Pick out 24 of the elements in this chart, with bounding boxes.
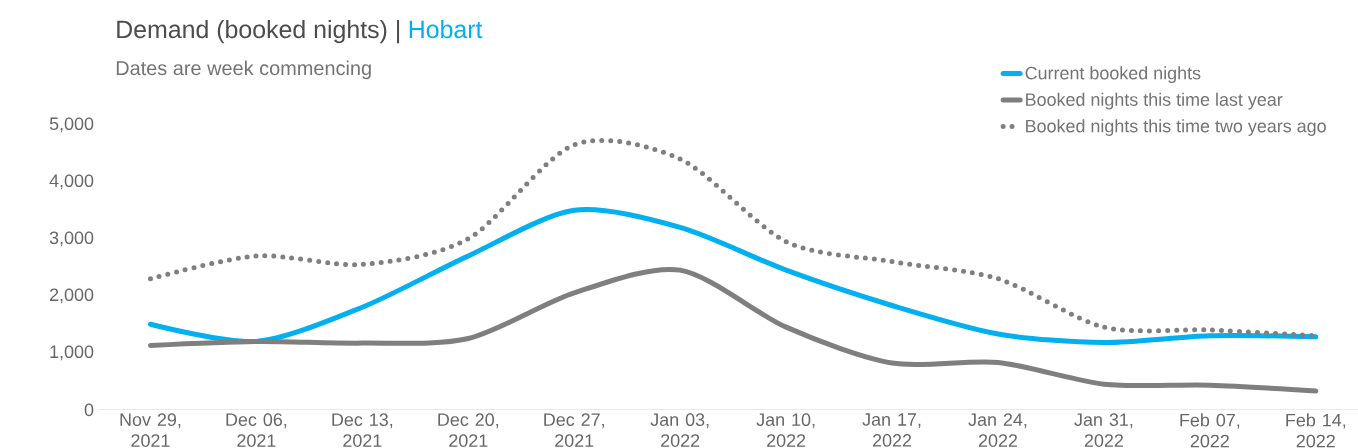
chart-subtitle: Dates are week commencing: [116, 60, 371, 80]
text: Hobart: [409, 19, 483, 39]
x-tick-label: Feb 14, 2022: [1286, 413, 1346, 448]
x-tick-label: Dec 06, 2021: [226, 413, 287, 447]
x-tick-label: Jan 17, 2022: [862, 413, 921, 447]
y-tick-label: 2,000: [50, 288, 94, 304]
x-tick-label: Dec 27, 2021: [544, 413, 604, 447]
x-tick-label: Feb 07, 2022: [1180, 413, 1240, 448]
legend-label: Current booked nights: [1025, 66, 1201, 83]
chart-title: Demand (booked nights) |: [117, 19, 400, 44]
x-tick-label: Jan 10, 2022: [756, 413, 815, 447]
legend-label: Booked nights this time last year: [1026, 92, 1283, 110]
x-tick-label: Nov 29, 2021: [120, 413, 181, 447]
y-tick-label: 3,000: [49, 231, 94, 247]
legend-label: Booked nights this time two years ago: [1026, 119, 1326, 136]
x-tick-label: Dec 13, 2021: [332, 413, 393, 447]
y-tick-label: 1,000: [50, 345, 94, 361]
x-tick-label: Dec 20, 2021: [438, 413, 499, 447]
x-tick-label: Jan 03, 2022: [650, 413, 709, 447]
y-tick-label: 5,000: [49, 117, 94, 133]
y-tick-label: 4,000: [49, 174, 94, 190]
x-tick-label: Jan 24, 2022: [968, 413, 1027, 447]
y-tick-label: 0: [84, 403, 94, 417]
x-tick-label: Jan 31, 2022: [1074, 413, 1133, 447]
